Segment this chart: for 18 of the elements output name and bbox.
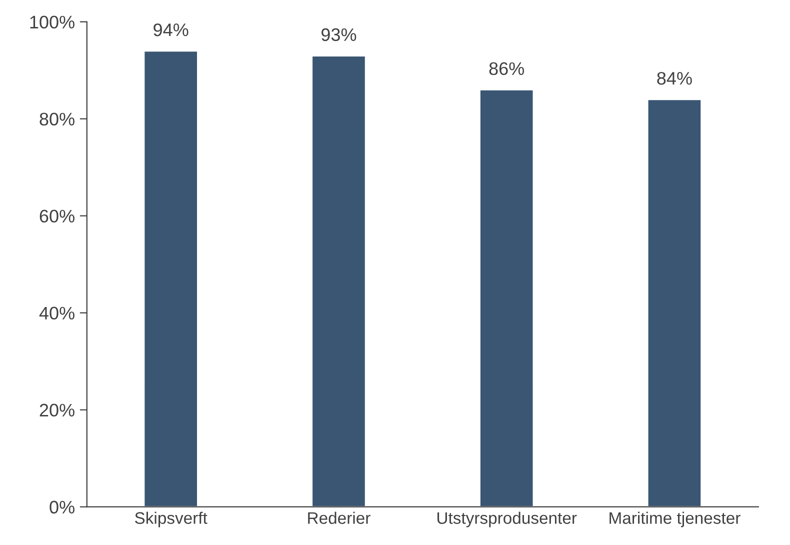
bar [479,89,534,507]
bar [311,55,366,507]
bar [646,98,702,507]
data-label: 84% [657,72,692,85]
y-tick-label: 60% [40,210,74,223]
x-tick-label: Utstyrsprodusenter [437,512,577,528]
y-tick-label: 80% [40,112,74,126]
data-label: 86% [489,62,524,76]
data-label: 94% [154,23,188,36]
y-tick-label: 0% [50,500,74,514]
y-tick-label: 100% [30,16,74,29]
bar [143,50,198,507]
y-tick-label: 20% [40,404,74,417]
x-tick-label: Skipsverft [135,512,208,528]
y-tick-label: 40% [39,306,74,320]
x-tick-label: Maritime tjenester [610,512,740,528]
x-tick-label: Rederier [308,512,370,524]
data-label: 93% [321,28,356,42]
